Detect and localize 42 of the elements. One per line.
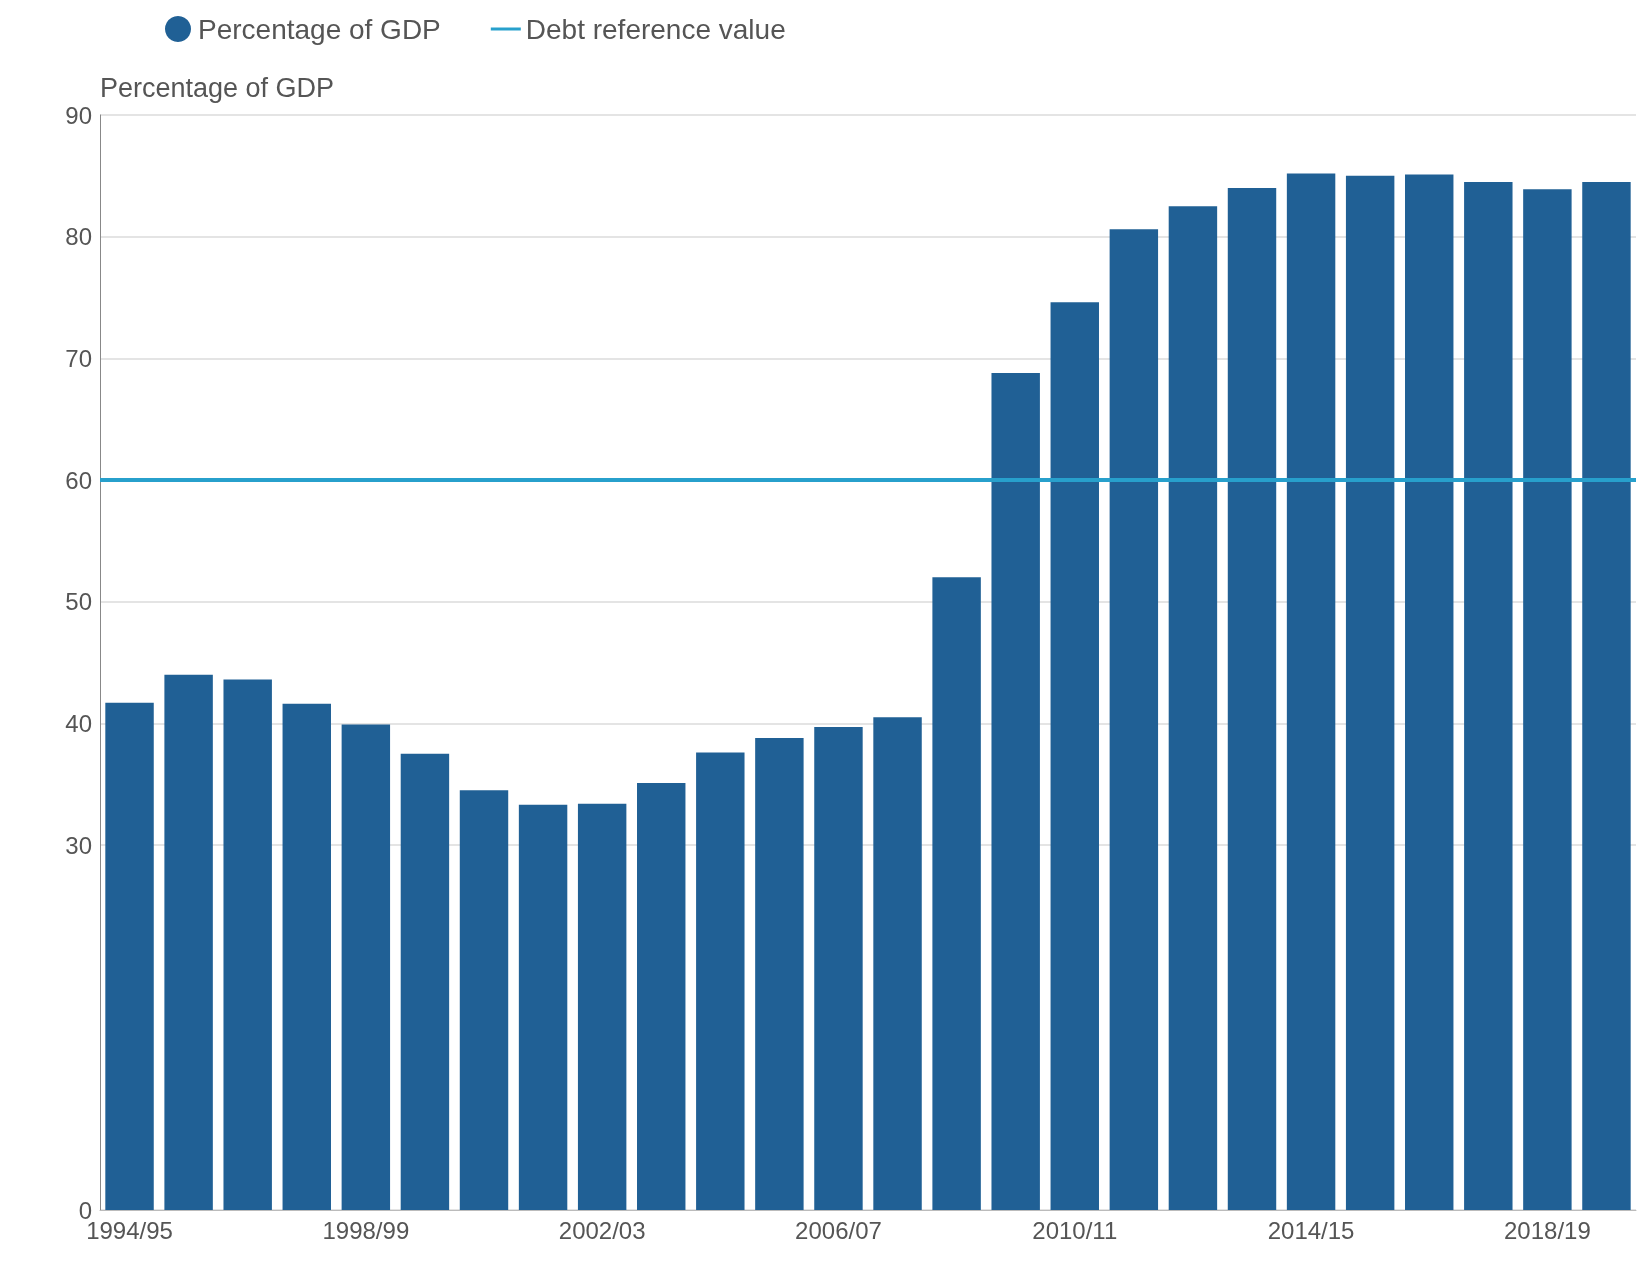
bar [1464,181,1513,1210]
bar [991,372,1040,1210]
y-axis-title: Percentage of GDP [100,72,335,103]
y-tick-label: 70 [65,344,92,372]
x-tick-label: 2018/19 [1504,1216,1591,1244]
y-tick-label: 30 [65,831,92,859]
bar [1345,175,1395,1210]
y-tick-label: 90 [65,101,92,129]
legend-label: Percentage of GDP [198,13,441,45]
x-tick-label: 2014/15 [1267,1216,1355,1244]
bar [1405,174,1454,1210]
bar [459,790,509,1210]
y-tick-label: 50 [65,588,92,616]
bar [932,577,981,1210]
legend-label: Debt reference value [525,13,786,45]
bar [755,737,804,1210]
x-tick-label: 1998/99 [322,1216,410,1244]
bar [1168,206,1218,1210]
bar [577,803,627,1210]
bar [400,753,450,1210]
x-tick-label: 2006/07 [795,1216,882,1244]
x-tick-label: 2002/03 [558,1216,646,1244]
bar [696,752,745,1210]
bar [223,679,272,1210]
bar [1050,302,1099,1210]
bar [814,726,863,1210]
bar [518,804,568,1210]
bar [105,702,154,1210]
bar [637,782,686,1210]
bar [1523,189,1572,1210]
bar [282,703,331,1210]
bar [341,724,391,1210]
bar [1286,173,1336,1210]
bar [873,717,922,1210]
bar [164,674,213,1210]
y-tick-label: 60 [65,466,92,494]
bar [1582,181,1631,1210]
y-tick-label: 80 [65,223,92,251]
y-tick-label: 40 [65,709,92,737]
x-tick-label: 2010/11 [1032,1216,1118,1244]
bar [1109,229,1159,1210]
bar [1227,188,1277,1210]
